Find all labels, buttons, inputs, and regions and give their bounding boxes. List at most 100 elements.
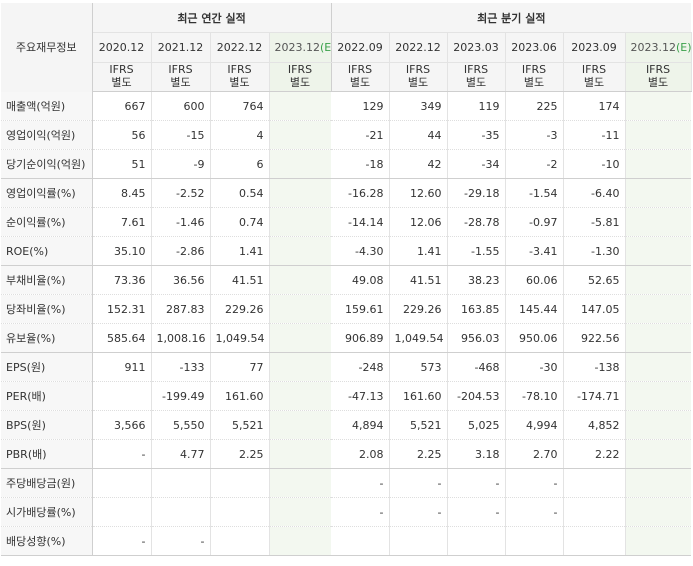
table-cell: 152.31 <box>92 294 152 324</box>
table-cell: 906.89 <box>331 323 390 353</box>
row-label: PBR(배) <box>1 439 93 469</box>
table-cell: 12.06 <box>389 207 448 237</box>
table-cell: 225 <box>505 91 564 121</box>
period-label: 2022.12 <box>216 41 263 54</box>
table-cell: - <box>151 526 211 556</box>
table-cell: 911 <box>92 352 152 382</box>
table-cell <box>92 497 152 527</box>
table-cell: -4.30 <box>331 236 390 266</box>
financial-summary-table: 주요재무정보 최근 연간 실적 최근 분기 실적 2020.12 2021.12 2… <box>1 3 692 556</box>
table-cell: 49.08 <box>331 265 390 295</box>
table-cell: 667 <box>92 91 152 121</box>
table-cell: 44 <box>389 120 448 150</box>
table-cell <box>625 120 692 150</box>
table-cell <box>625 468 692 498</box>
table-cell: -1.30 <box>563 236 626 266</box>
table-cell: -133 <box>151 352 211 382</box>
table-cell: 41.51 <box>389 265 448 295</box>
row-label: 주당배당금(원) <box>1 468 93 498</box>
table-row: 순이익률(%) 7.61 -1.46 0.74 -14.14 12.06 -28.78 -0.… <box>1 207 692 237</box>
table-cell: 287.83 <box>151 294 211 324</box>
table-cell: 0.54 <box>210 178 270 208</box>
period-label: 2023.03 <box>453 41 499 54</box>
table-cell: -248 <box>331 352 390 382</box>
table-cell <box>269 236 332 266</box>
row-label: 유보율(%) <box>1 323 93 353</box>
table-cell: 38.23 <box>447 265 506 295</box>
table-cell <box>625 236 692 266</box>
table-cell <box>269 178 332 208</box>
table-cell: 2.22 <box>563 439 626 469</box>
row-label: PER(배) <box>1 381 93 411</box>
table-cell: 3.18 <box>447 439 506 469</box>
corner-label: 주요재무정보 <box>1 3 93 92</box>
financial-rows: 매출액(억원) 667 600 764 129 349 119 225 174 영업이익(억원) 5… <box>1 91 692 556</box>
table-cell: - <box>447 468 506 498</box>
table-cell: 51 <box>92 149 152 179</box>
row-label: BPS(원) <box>1 410 93 440</box>
table-cell: - <box>389 497 448 527</box>
estimate-mark: (E) <box>676 41 692 54</box>
table-row: PBR(배) -4.77 2.25 2.08 2.25 3.18 2.70 2.22 <box>1 439 692 469</box>
table-cell <box>269 497 332 527</box>
table-cell <box>210 497 270 527</box>
table-cell <box>625 526 692 556</box>
table-cell: 4 <box>210 120 270 150</box>
table-row: BPS(원) 3,566 5,550 5,521 4,894 5,521 5,025 4,99… <box>1 410 692 440</box>
ifrs-standard-label: IFRS 별도 <box>151 62 211 92</box>
table-cell: - <box>92 526 152 556</box>
ifrs-label: IFRS <box>581 63 607 76</box>
table-cell <box>151 468 211 498</box>
period-header-row: 2020.122021.122022.122023.12(E)2022.0920… <box>1 32 692 63</box>
table-cell: -34 <box>447 149 506 179</box>
table-cell <box>625 352 692 382</box>
row-label: ROE(%) <box>1 236 93 266</box>
table-cell: 52.65 <box>563 265 626 295</box>
table-cell: - <box>505 468 564 498</box>
table-cell: -6.40 <box>563 178 626 208</box>
table-cell: 1,008.16 <box>151 323 211 353</box>
ifrs-standard-label: IFRS 별도 <box>625 62 692 92</box>
table-cell: -14.14 <box>331 207 390 237</box>
table-cell: 8.45 <box>92 178 152 208</box>
row-label: 배당성향(%) <box>1 526 93 556</box>
table-cell: -78.10 <box>505 381 564 411</box>
separate-label: 별도 <box>229 76 250 89</box>
period-quarter-3: 2023.06 <box>505 32 564 63</box>
table-cell <box>269 381 332 411</box>
table-cell: 2.70 <box>505 439 564 469</box>
table-cell <box>269 526 332 556</box>
table-cell: -468 <box>447 352 506 382</box>
table-cell: 956.03 <box>447 323 506 353</box>
table-cell: 0.74 <box>210 207 270 237</box>
table-cell <box>625 294 692 324</box>
table-cell: -2 <box>505 149 564 179</box>
period-label: 2023.12 <box>274 41 321 54</box>
table-cell <box>269 207 332 237</box>
ifrs-standard-label: IFRS 별도 <box>210 62 270 92</box>
row-label: 순이익률(%) <box>1 207 93 237</box>
table-cell <box>269 468 332 498</box>
table-cell: 4,852 <box>563 410 626 440</box>
table-cell: -16.28 <box>331 178 390 208</box>
table-cell: 1,049.54 <box>210 323 270 353</box>
table-row: 당기순이익(억원) 51 -9 6 -18 42 -34 -2 -10 <box>1 149 692 179</box>
table-cell: 5,521 <box>210 410 270 440</box>
table-cell: 12.60 <box>389 178 448 208</box>
table-cell: - <box>92 439 152 469</box>
table-cell: 349 <box>389 91 448 121</box>
table-cell: 56 <box>92 120 152 150</box>
period-quarter-5: 2023.12(E) <box>625 32 692 63</box>
table-cell: -0.97 <box>505 207 564 237</box>
table-row: 영업이익률(%) 8.45 -2.52 0.54 -16.28 12.60 -29.18 -1… <box>1 178 692 208</box>
table-row: 부채비율(%) 73.36 36.56 41.51 49.08 41.51 38.23 60.… <box>1 265 692 295</box>
ifrs-standard-label: IFRS 별도 <box>447 62 506 92</box>
table-cell <box>625 207 692 237</box>
ifrs-standard-label: IFRS 별도 <box>563 62 626 92</box>
ifrs-label: IFRS <box>347 63 373 76</box>
row-label: 부채비율(%) <box>1 265 93 295</box>
ifrs-standard-label: IFRS 별도 <box>92 62 152 92</box>
table-cell <box>269 323 332 353</box>
table-cell <box>269 120 332 150</box>
table-cell: -9 <box>151 149 211 179</box>
